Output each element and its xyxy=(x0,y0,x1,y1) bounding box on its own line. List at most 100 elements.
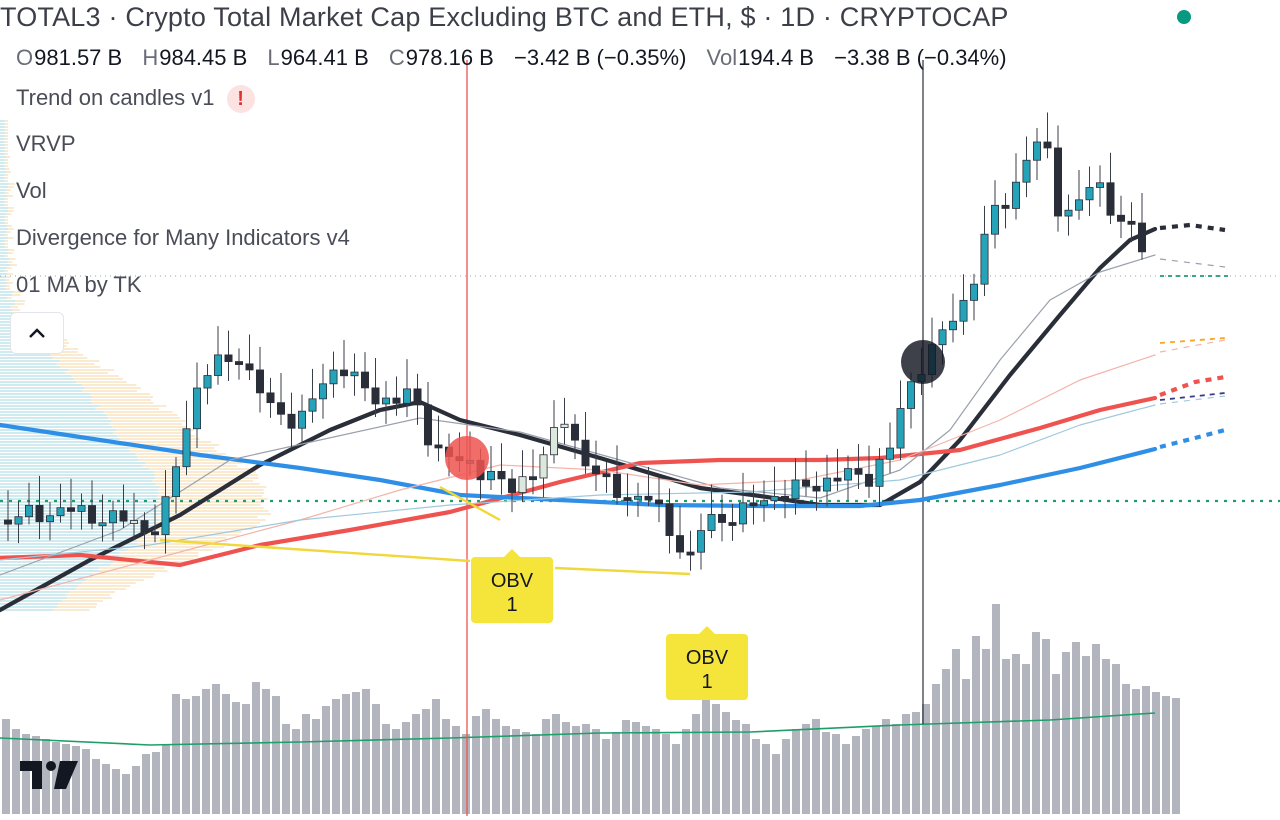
obv-divergence-label: OBV 1 xyxy=(666,634,748,700)
volume-profile-row xyxy=(146,462,243,464)
candle xyxy=(246,335,253,380)
volume-profile-row xyxy=(60,366,100,368)
tradingview-logo[interactable] xyxy=(20,758,82,792)
candle xyxy=(855,444,862,489)
volume-bar xyxy=(122,774,130,814)
volume-bar xyxy=(1132,689,1140,814)
volume-profile-row xyxy=(99,567,165,569)
candle-body xyxy=(624,498,631,501)
volume-bar xyxy=(662,734,670,814)
candle xyxy=(697,513,704,569)
candle-body xyxy=(792,480,799,499)
volume-bar xyxy=(612,732,620,814)
volume-bar xyxy=(882,719,890,814)
candle-body xyxy=(172,467,179,497)
candle xyxy=(319,364,326,419)
volume-profile-row xyxy=(67,597,112,599)
indicator-trend-on-candles[interactable]: Trend on candles v1! xyxy=(16,85,255,113)
volume-profile-row xyxy=(92,396,153,398)
indicator-label: 01 MA by TK xyxy=(16,272,142,297)
candle xyxy=(277,373,284,425)
volume-bar xyxy=(942,669,950,814)
volume-profile-row xyxy=(5,270,8,272)
volume-bar xyxy=(732,720,740,814)
volume-profile-row xyxy=(0,471,154,473)
candle-body xyxy=(498,471,505,479)
candle-body xyxy=(1086,187,1093,199)
volume-profile-row xyxy=(135,546,225,548)
candle xyxy=(372,358,379,417)
volume-profile-row xyxy=(0,402,92,404)
candle-body xyxy=(88,506,95,524)
volume-profile-row xyxy=(0,213,7,215)
symbol-title[interactable]: TOTAL3 · Crypto Total Market Cap Excludi… xyxy=(0,2,1009,33)
volume-profile-row xyxy=(0,252,8,254)
volume-profile-row xyxy=(0,570,101,572)
volume-bar xyxy=(1092,644,1100,814)
volume-profile-row xyxy=(5,165,8,167)
volume-bar xyxy=(532,734,540,814)
candle xyxy=(886,422,893,473)
volume-profile-row xyxy=(158,507,264,509)
candle xyxy=(508,469,515,512)
candle-body xyxy=(561,424,568,427)
volume-profile-row xyxy=(0,309,12,311)
chevron-up-icon xyxy=(27,326,47,340)
volume-bar xyxy=(632,722,640,814)
volume-profile-row xyxy=(0,201,5,203)
volume-profile-row xyxy=(91,399,151,401)
volume-profile-row xyxy=(5,120,8,122)
volume-profile-row xyxy=(0,369,68,371)
volume-bar xyxy=(12,729,20,814)
volume-profile-row xyxy=(0,411,104,413)
candle-body xyxy=(330,370,337,384)
candle-body xyxy=(151,532,158,535)
volume-bar xyxy=(722,712,730,814)
volume-profile-row xyxy=(52,357,87,359)
moving-average-projection xyxy=(1160,338,1225,343)
volume-profile-row xyxy=(0,141,5,143)
candle xyxy=(676,506,683,559)
volume-profile-row xyxy=(0,528,152,530)
candle-body xyxy=(67,508,74,512)
volume-profile-row xyxy=(136,537,227,539)
volume-profile-row xyxy=(0,294,12,296)
volume-bar xyxy=(332,699,340,814)
volume-profile-row xyxy=(149,468,249,470)
candle-body xyxy=(162,497,169,535)
volume-profile-row xyxy=(116,429,194,431)
volume-profile-row xyxy=(90,393,150,395)
volume-profile-row xyxy=(9,258,15,260)
collapse-indicators-button[interactable] xyxy=(10,312,64,354)
volume-profile-row xyxy=(0,282,8,284)
volume-profile-row xyxy=(7,267,12,269)
candle xyxy=(382,381,389,424)
indicator-label: Vol xyxy=(16,178,47,203)
volume-bar xyxy=(502,726,510,814)
volume-bar xyxy=(372,704,380,814)
indicator-ma-by-tk[interactable]: 01 MA by TK xyxy=(16,272,142,298)
candle-body xyxy=(204,376,211,388)
indicator-vrvp[interactable]: VRVP xyxy=(16,131,76,157)
volume-profile-row xyxy=(5,192,9,194)
volume-profile-row xyxy=(108,417,180,419)
volume-profile-row xyxy=(58,606,96,608)
volume-bar xyxy=(642,726,650,814)
candle xyxy=(330,352,337,398)
candle xyxy=(1096,165,1103,206)
high-value: 984.45 B xyxy=(159,45,247,70)
candle xyxy=(267,378,274,418)
volume-bar xyxy=(1042,639,1050,814)
volume-profile-row xyxy=(119,552,198,554)
volume-profile-row xyxy=(9,183,15,185)
candle xyxy=(1107,153,1114,224)
indicator-vol[interactable]: Vol xyxy=(16,178,47,204)
candle xyxy=(204,364,211,404)
indicator-divergence[interactable]: Divergence for Many Indicators v4 xyxy=(16,225,350,251)
volume-bar xyxy=(742,724,750,814)
volume-profile-row xyxy=(0,195,8,197)
volume-bar xyxy=(782,739,790,814)
warning-icon[interactable]: ! xyxy=(227,85,255,113)
volume-profile-row xyxy=(0,408,95,410)
